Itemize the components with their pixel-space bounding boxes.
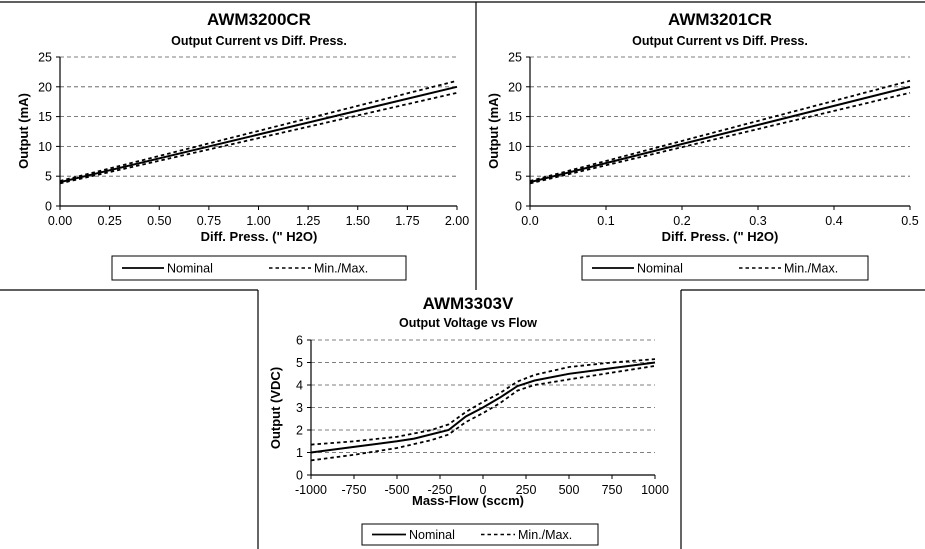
series-line-nominal [59, 85, 458, 184]
x-tick-label: 1.75 [395, 214, 419, 228]
x-axis-label: Diff. Press. (" H2O) [201, 229, 318, 244]
x-tick-label: -500 [384, 483, 409, 497]
y-tick-label: 20 [38, 80, 52, 94]
legend-label-nominal: Nominal [409, 528, 455, 542]
legend-label-min-max: Min./Max. [518, 528, 572, 542]
x-tick-label: 0.00 [48, 214, 72, 228]
legend-box [361, 523, 599, 546]
y-tick-label: 10 [508, 140, 522, 154]
series-line-min-max [529, 79, 911, 182]
chart-title: AWM3201CR [668, 10, 772, 29]
y-tick-label: 10 [38, 140, 52, 154]
x-axis-label: Mass-Flow (sccm) [412, 493, 524, 508]
x-tick-label: 0 [480, 483, 487, 497]
y-axis-label: Output (VDC) [268, 367, 283, 449]
series-line-min-max [310, 365, 656, 462]
y-tick-label: 0 [515, 200, 522, 214]
y-tick-label: 0 [296, 469, 303, 483]
y-tick-label: 6 [296, 334, 303, 348]
series-line-min-max [310, 358, 656, 446]
y-tick-label: 25 [508, 51, 522, 65]
y-tick-label: 2 [296, 424, 303, 438]
x-tick-label: 500 [559, 483, 580, 497]
x-tick-label: 0.2 [673, 214, 690, 228]
y-tick-label: 25 [38, 51, 52, 65]
x-tick-label: 0.4 [825, 214, 842, 228]
y-tick-label: 1 [296, 446, 303, 460]
x-tick-label: 0.75 [197, 214, 221, 228]
series-line-min-max [59, 79, 458, 182]
series-line-nominal [529, 85, 911, 184]
chart-title: AWM3200CR [207, 10, 311, 29]
chart-awm3303v: AWM3303V Output Voltage vs Flow 0 1 2 3 4 5 6 -10… [268, 294, 669, 546]
legend: Nominal Min./Max. [361, 523, 599, 546]
x-tick-label: 0.25 [97, 214, 121, 228]
chart-awm3200cr: AWM3200CR Output Current vs Diff. Press. 0… [16, 10, 469, 281]
x-tick-label: 250 [516, 483, 537, 497]
x-tick-label: 0.1 [597, 214, 614, 228]
x-tick-label: 1000 [641, 483, 669, 497]
chart-awm3201cr: AWM3201CR Output Current vs Diff. Press. 0… [486, 10, 919, 281]
x-tick-label: -750 [341, 483, 366, 497]
y-tick-label: 5 [296, 356, 303, 370]
chart-title: AWM3303V [423, 294, 514, 313]
legend-label-min-max: Min./Max. [314, 262, 368, 276]
x-tick-label: 0.3 [749, 214, 766, 228]
y-axis-label: Output (mA) [16, 93, 31, 169]
x-tick-label: 1.50 [346, 214, 370, 228]
x-tick-label: 0.50 [147, 214, 171, 228]
y-tick-label: 5 [45, 170, 52, 184]
x-tick-label: 1.25 [296, 214, 320, 228]
legend-label-min-max: Min./Max. [784, 262, 838, 276]
series-line-min-max [59, 91, 458, 185]
legend-label-nominal: Nominal [637, 262, 683, 276]
x-tick-label: -250 [427, 483, 452, 497]
chart-subtitle: Output Voltage vs Flow [399, 316, 537, 330]
chart-subtitle: Output Current vs Diff. Press. [171, 34, 347, 48]
y-tick-label: 20 [508, 80, 522, 94]
y-tick-label: 15 [38, 110, 52, 124]
x-tick-label: 1.00 [246, 214, 270, 228]
y-tick-label: 4 [296, 379, 303, 393]
x-tick-label: 0.0 [521, 214, 538, 228]
series-line-nominal [310, 361, 656, 454]
series-line-min-max [529, 91, 911, 185]
legend-label-nominal: Nominal [167, 262, 213, 276]
x-axis-label: Diff. Press. (" H2O) [662, 229, 779, 244]
y-tick-label: 3 [296, 401, 303, 415]
x-tick-label: -1000 [295, 483, 327, 497]
x-tick-label: 2.00 [445, 214, 469, 228]
y-tick-label: 5 [515, 170, 522, 184]
x-tick-label: 0.5 [901, 214, 918, 228]
chart-subtitle: Output Current vs Diff. Press. [632, 34, 808, 48]
x-tick-label: 750 [602, 483, 623, 497]
y-tick-label: 0 [45, 200, 52, 214]
legend: Nominal Min./Max. [581, 255, 869, 281]
y-axis-label: Output (mA) [486, 93, 501, 169]
legend: Nominal Min./Max. [111, 255, 407, 281]
y-tick-label: 15 [508, 110, 522, 124]
